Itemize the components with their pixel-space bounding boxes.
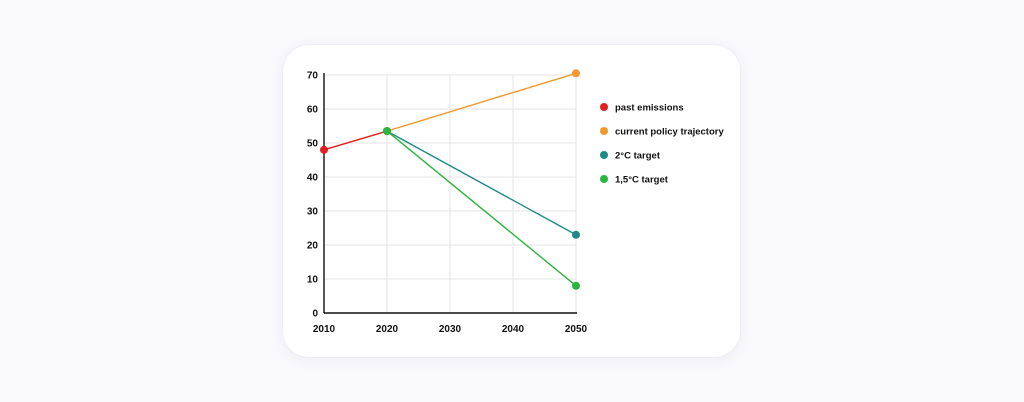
x-tick-label-2030: 2030 [439,324,462,335]
y-tick-label-40: 40 [307,173,319,184]
x-tick-label-2050: 2050 [565,324,588,335]
legend-marker-1-5-c-target [600,175,608,183]
y-tick-label-50: 50 [307,139,319,150]
series-line-2-c-target [386,130,577,236]
legend-label-current-policy-trajectory: current policy trajectory [615,127,724,138]
x-tick-label-2040: 2040 [502,324,525,335]
y-tick-label-0: 0 [312,309,318,320]
series-line-current-policy-trajectory [386,72,577,132]
data-point-1-5-c-target-2020 [383,127,391,136]
y-tick-label-20: 20 [307,241,319,252]
data-point-current-policy-trajectory-2050 [572,69,580,78]
series-lines [323,72,577,287]
y-tick-label-70: 70 [307,71,319,82]
legend-label-1-5-c-target: 1,5°C target [615,175,669,186]
series-points [320,69,580,290]
legend-marker-past-emissions [600,103,608,111]
y-tick-label-60: 60 [307,105,319,116]
y-tick-label-30: 30 [307,207,319,218]
y-tick-label-10: 10 [307,275,319,286]
legend-marker-current-policy-trajectory [600,127,608,135]
x-axis-ticks: 2010 2020 2030 2040 2050 [313,324,588,335]
data-point-2-c-target-2050 [572,230,580,239]
x-tick-label-2020: 2020 [376,324,399,335]
chart-card: 0 10 20 30 40 50 60 70 2010 2020 2030 2040 2050 pas… [283,45,740,357]
data-point-past-emissions-2010 [320,145,328,154]
legend: past emissions current policy trajectory 2… [600,103,724,186]
legend-marker-2-c-target [600,151,608,159]
y-axis-ticks: 0 10 20 30 40 50 60 70 [307,71,319,320]
x-tick-label-2010: 2010 [313,324,336,335]
axes [323,73,577,314]
data-point-1-5-c-target-2050 [572,281,580,290]
legend-label-2-c-target: 2°C target [615,151,661,162]
grid [324,74,577,313]
legend-label-past-emissions: past emissions [615,103,684,114]
series-line-past-emissions [323,130,388,151]
series-line-1-5-c-target [386,130,577,287]
